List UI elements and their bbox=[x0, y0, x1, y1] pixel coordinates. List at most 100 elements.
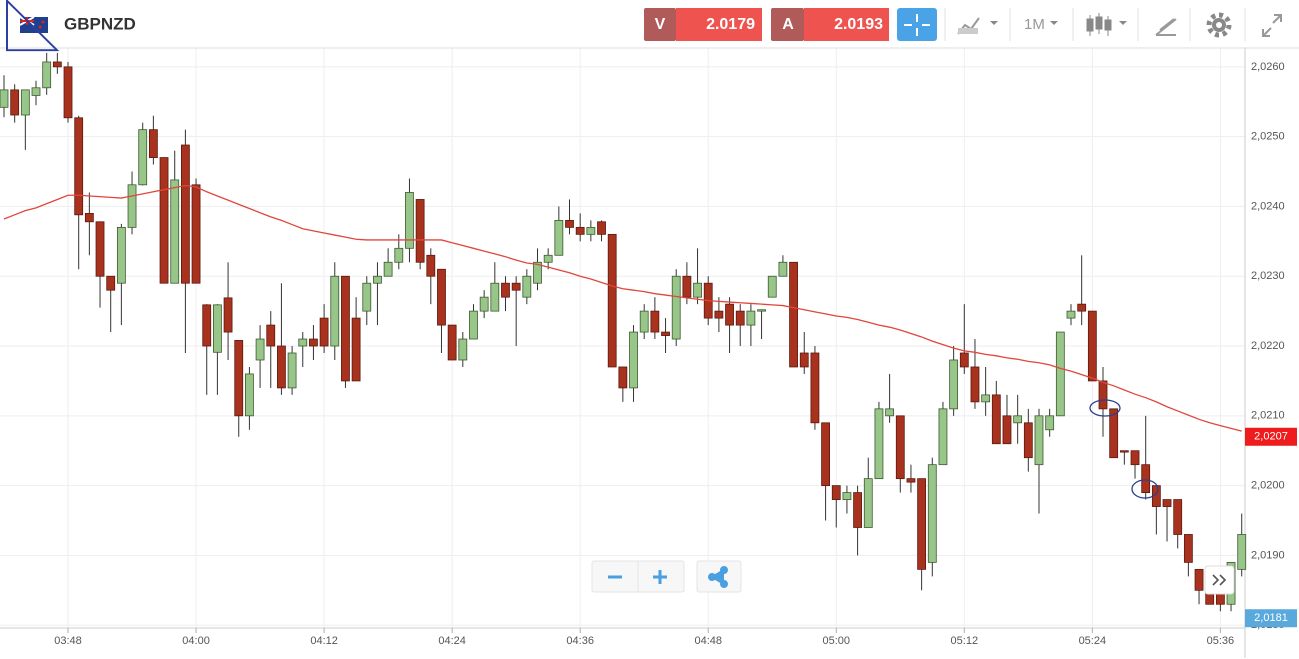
price-label-bg bbox=[1245, 609, 1297, 628]
candle-body bbox=[31, 87, 41, 96]
candle-body bbox=[565, 219, 574, 228]
candle-body bbox=[1109, 408, 1119, 459]
price-label-bg bbox=[1245, 427, 1297, 446]
candle-body bbox=[799, 352, 809, 368]
candle-body bbox=[127, 184, 137, 228]
symbol: GBPNZD bbox=[64, 14, 136, 33]
candle-body bbox=[554, 219, 564, 256]
candle-body bbox=[586, 226, 596, 235]
annotation-circle bbox=[1089, 399, 1121, 417]
candle-body bbox=[501, 282, 510, 298]
candle-body bbox=[885, 408, 895, 417]
candle-body bbox=[415, 199, 425, 263]
zoom-in-button[interactable] bbox=[653, 570, 667, 584]
candle-body bbox=[927, 464, 937, 563]
timeframe-button[interactable]: 1M bbox=[1024, 16, 1058, 33]
candle-body bbox=[277, 345, 286, 389]
candle-body bbox=[1130, 450, 1140, 466]
candle-body bbox=[1141, 464, 1151, 493]
candle-body bbox=[309, 338, 318, 347]
candle-body bbox=[351, 317, 361, 382]
candle-body bbox=[1119, 450, 1129, 453]
candle-body bbox=[789, 261, 798, 368]
candle-body bbox=[191, 184, 201, 284]
candle-body bbox=[116, 226, 126, 284]
candle-body bbox=[895, 415, 905, 480]
x-tick-label: 04:36 bbox=[566, 635, 594, 647]
candle-body bbox=[223, 297, 233, 333]
draw-button[interactable] bbox=[1155, 18, 1177, 36]
candle-body bbox=[725, 303, 734, 326]
y-tick-label: 2,0220 bbox=[1251, 340, 1285, 352]
candle-body bbox=[821, 422, 830, 487]
candle-body bbox=[180, 144, 190, 284]
candle-body bbox=[341, 275, 350, 382]
candle-body bbox=[106, 275, 116, 291]
plot-area: 03:48 04:00 04:12 04:24 04:36 04:48 05:00 05:12… bbox=[0, 48, 1247, 658]
candle-body bbox=[95, 221, 105, 277]
y-tick-label: 2,0200 bbox=[1251, 480, 1285, 492]
candle-body bbox=[373, 275, 382, 284]
candle-body bbox=[917, 478, 927, 570]
scroll-right-button[interactable] bbox=[1204, 565, 1235, 595]
candle-body bbox=[319, 317, 329, 347]
y-tick-label: 2,0260 bbox=[1251, 61, 1285, 73]
buy-label: A bbox=[782, 16, 794, 33]
x-tick-label: 04:24 bbox=[438, 635, 466, 647]
y-tick-label: 2,0250 bbox=[1251, 131, 1285, 143]
candle-body bbox=[1034, 415, 1044, 466]
candle-body bbox=[1098, 380, 1108, 410]
x-tick-label: 05:36 bbox=[1207, 635, 1235, 647]
annotation-circle bbox=[1131, 479, 1159, 499]
candle-body bbox=[0, 89, 9, 108]
candle-body bbox=[607, 233, 617, 368]
candle-body bbox=[639, 310, 649, 333]
chart-type-button[interactable] bbox=[957, 17, 998, 35]
candle-body bbox=[426, 254, 436, 277]
candle-body bbox=[1013, 415, 1023, 424]
buy-label-bg bbox=[771, 8, 804, 41]
settings-button[interactable] bbox=[1206, 12, 1232, 38]
candle-body bbox=[138, 129, 148, 186]
candle-body bbox=[746, 310, 756, 326]
candle-body bbox=[52, 61, 62, 68]
candle-body bbox=[543, 254, 553, 263]
candle-body bbox=[437, 268, 446, 326]
candle-body bbox=[74, 117, 84, 216]
buy-price-bg bbox=[804, 8, 889, 41]
price-label: 2,0207 bbox=[1254, 431, 1288, 443]
candle-body bbox=[1194, 568, 1204, 591]
candle-body bbox=[970, 366, 980, 403]
fullscreen-button[interactable] bbox=[1262, 14, 1282, 37]
candle-body bbox=[298, 338, 308, 347]
y-tick-label: 2,0190 bbox=[1251, 549, 1285, 561]
candle-body bbox=[778, 261, 788, 277]
sell-label-bg bbox=[644, 8, 676, 41]
candle-body bbox=[714, 310, 724, 319]
timeframe: 1M bbox=[1024, 16, 1045, 33]
sell-price-bg bbox=[676, 8, 762, 41]
candle-body bbox=[287, 352, 297, 389]
y-tick-label: 2,0210 bbox=[1251, 410, 1285, 422]
candle-body bbox=[469, 310, 478, 340]
candle-body bbox=[842, 492, 852, 500]
candle-body bbox=[906, 478, 916, 483]
candle-body bbox=[170, 179, 180, 284]
candle-body bbox=[383, 261, 393, 277]
candle-body bbox=[1066, 310, 1076, 319]
candle-body bbox=[949, 359, 959, 410]
candle-body bbox=[1087, 310, 1097, 382]
candle-body bbox=[618, 366, 628, 389]
crosshair-button[interactable] bbox=[897, 8, 937, 41]
candle-body bbox=[405, 192, 414, 249]
candle-body bbox=[458, 338, 468, 361]
buy-button[interactable]: A 2.0193 bbox=[771, 8, 889, 41]
sell-button[interactable]: V 2.0179 bbox=[644, 8, 762, 41]
candle-body bbox=[1023, 422, 1033, 459]
share-button[interactable] bbox=[708, 566, 728, 588]
candle-body bbox=[575, 226, 585, 235]
candle-body bbox=[148, 129, 158, 158]
candle-body bbox=[245, 373, 254, 417]
candle-type-button[interactable] bbox=[1086, 13, 1127, 36]
